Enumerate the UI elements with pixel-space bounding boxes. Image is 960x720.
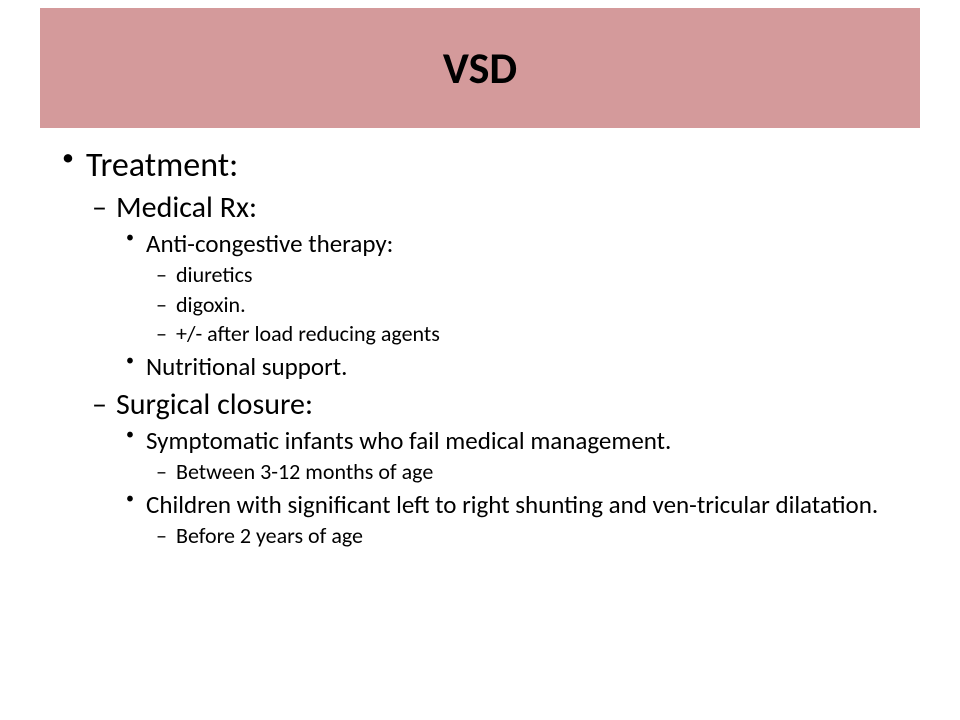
slide: VSD Treatment: Medical Rx: Anti-congesti… [0, 0, 960, 720]
slide-content: Treatment: Medical Rx: Anti-congestive t… [56, 142, 904, 554]
section-label: Surgical closure: [116, 386, 313, 423]
item-text: Symptomatic infants who fail medical man… [146, 425, 671, 456]
sub-text: diuretics [176, 261, 253, 288]
list-item: diuretics [146, 261, 904, 290]
list-item: digoxin. [146, 291, 904, 320]
list-item: Symptomatic infants who fail medical man… [116, 425, 904, 487]
sub-text: Between 3-12 months of age [176, 458, 433, 485]
item-text: Children with significant left to right … [146, 489, 878, 520]
title-band: VSD [40, 8, 920, 128]
list-item: Children with significant left to right … [116, 489, 904, 551]
sub-text: +/- after load reducing agents [176, 320, 440, 347]
sub-text: digoxin. [176, 291, 246, 318]
section-label: Medical Rx: [116, 189, 257, 226]
list-item: Anti-congestive therapy: diuretics digox… [116, 228, 904, 349]
list-item: +/- after load reducing agents [146, 320, 904, 349]
heading-text: Treatment: [86, 145, 238, 186]
list-item: Nutritional support. [116, 351, 904, 384]
item-text: Anti-congestive therapy: [146, 228, 393, 259]
list-item: Between 3-12 months of age [146, 458, 904, 487]
item-text: Nutritional support. [146, 351, 347, 382]
sub-text: Before 2 years of age [176, 522, 363, 549]
list-item: Before 2 years of age [146, 522, 904, 551]
list-item: Surgical closure: Symptomatic infants wh… [86, 386, 904, 551]
list-item: Treatment: Medical Rx: Anti-congestive t… [56, 145, 904, 551]
slide-title: VSD [443, 41, 517, 95]
list-item: Medical Rx: Anti-congestive therapy: diu… [86, 189, 904, 384]
